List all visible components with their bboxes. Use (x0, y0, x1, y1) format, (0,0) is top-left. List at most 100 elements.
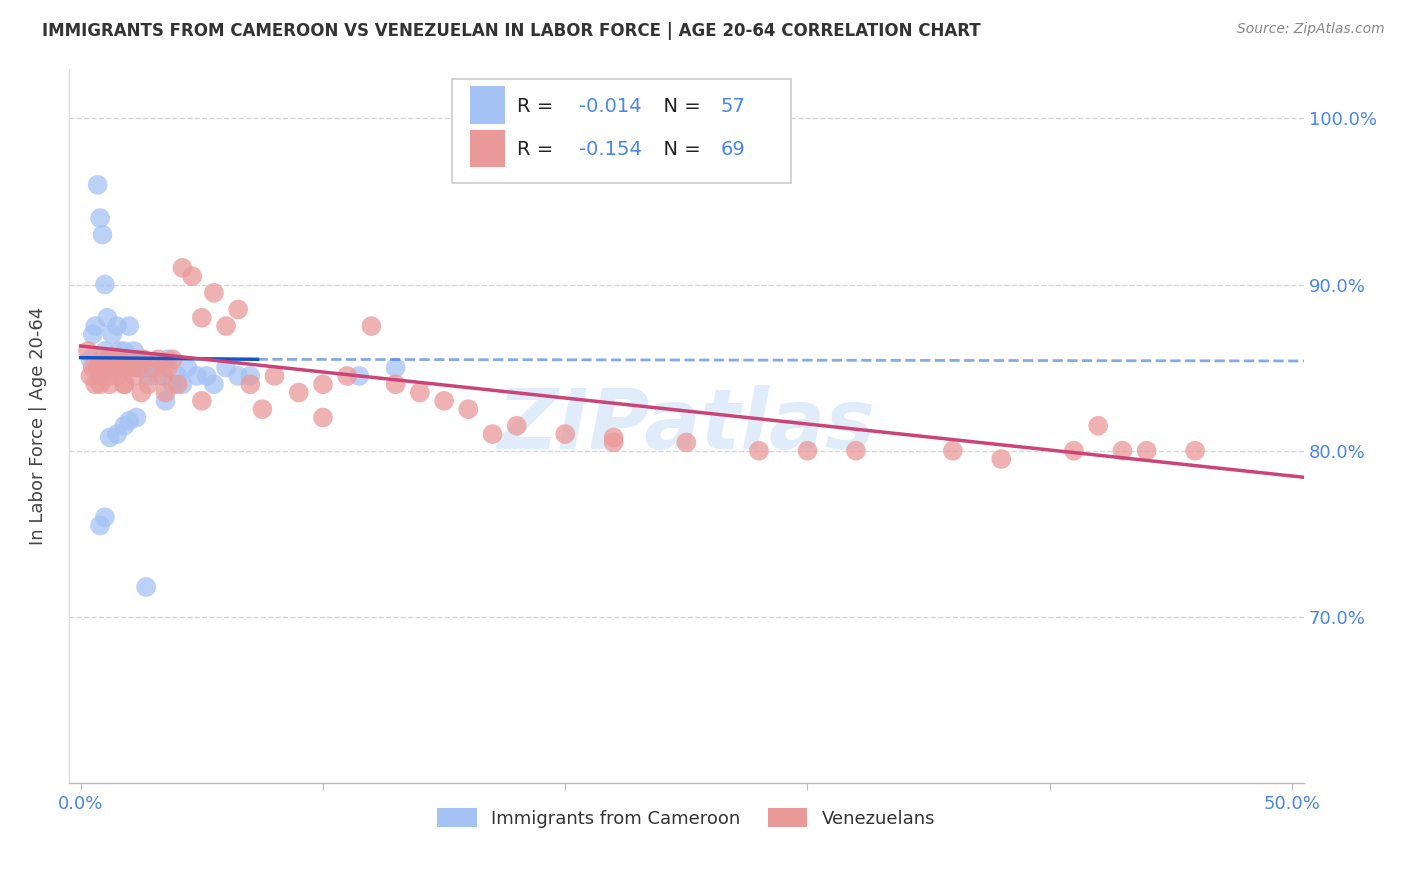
Point (105, 360, 128, 375)
FancyBboxPatch shape (470, 130, 505, 167)
Point (349, 368, 371, 383)
Point (138, 377, 160, 392)
Point (115, 352, 138, 367)
Point (1087, 418, 1109, 433)
Point (121, 352, 143, 367)
Point (195, 368, 218, 383)
Point (86, 360, 108, 375)
Point (990, 452, 1012, 467)
Point (554, 427, 576, 442)
Point (172, 377, 194, 392)
Point (82, 360, 104, 375)
Point (132, 352, 155, 367)
Point (101, 327, 124, 342)
Point (94, 277, 117, 292)
Point (152, 360, 174, 375)
Point (675, 435, 697, 450)
Point (118, 319, 141, 334)
Point (98, 430, 121, 444)
Point (181, 269, 204, 284)
Point (125, 352, 148, 367)
Point (122, 368, 145, 383)
Point (1136, 443, 1159, 458)
Point (86, 178, 108, 192)
Point (176, 360, 198, 375)
Point (128, 360, 150, 375)
Point (138, 368, 160, 383)
Point (156, 360, 179, 375)
Point (457, 402, 479, 417)
Point (215, 360, 238, 375)
Point (148, 368, 170, 383)
Text: -0.154: -0.154 (579, 140, 641, 160)
Point (186, 368, 208, 383)
Text: N =: N = (651, 140, 706, 160)
Point (156, 352, 179, 367)
Point (202, 285, 225, 300)
FancyBboxPatch shape (451, 79, 792, 183)
Point (148, 352, 170, 367)
Point (105, 368, 128, 383)
Point (79, 352, 101, 367)
Point (111, 352, 134, 367)
Point (89, 368, 111, 383)
Point (132, 360, 155, 375)
Text: R =: R = (517, 140, 560, 160)
Point (191, 310, 214, 325)
Point (215, 319, 238, 334)
Point (263, 368, 285, 383)
Point (96, 310, 118, 325)
Point (94, 510, 117, 524)
Point (191, 393, 214, 408)
Point (312, 377, 335, 392)
Point (360, 319, 382, 334)
Point (101, 352, 124, 367)
Point (79, 368, 101, 383)
Point (202, 377, 225, 392)
Point (226, 368, 249, 383)
Point (108, 344, 131, 359)
Point (135, 580, 157, 594)
Text: IMMIGRANTS FROM CAMEROON VS VENEZUELAN IN LABOR FORCE | AGE 20-64 CORRELATION CH: IMMIGRANTS FROM CAMEROON VS VENEZUELAN I… (42, 22, 981, 40)
Point (96, 352, 118, 367)
Point (128, 360, 150, 375)
Text: 69: 69 (721, 140, 745, 160)
Point (152, 368, 174, 383)
Point (172, 260, 194, 275)
Point (98, 377, 121, 392)
Point (1184, 443, 1206, 458)
Point (91, 352, 114, 367)
Point (84, 377, 107, 392)
Text: ZIPatlas: ZIPatlas (498, 385, 876, 467)
Point (602, 430, 624, 444)
Point (82, 327, 104, 342)
Point (105, 427, 128, 442)
Point (77, 344, 100, 359)
Point (748, 443, 770, 458)
Legend: Immigrants from Cameroon, Venezuelans: Immigrants from Cameroon, Venezuelans (430, 800, 942, 835)
Point (155, 393, 177, 408)
Point (122, 344, 145, 359)
Point (312, 410, 335, 425)
Point (602, 435, 624, 450)
Point (118, 360, 141, 375)
Point (226, 302, 249, 317)
Point (433, 393, 456, 408)
Point (942, 443, 965, 458)
Point (89, 518, 111, 533)
Point (91, 227, 114, 242)
Text: 57: 57 (721, 97, 745, 116)
Point (845, 443, 868, 458)
Y-axis label: In Labor Force | Age 20-64: In Labor Force | Age 20-64 (30, 307, 46, 545)
Point (98, 360, 121, 375)
Point (105, 319, 128, 334)
Point (155, 385, 177, 400)
Point (89, 377, 111, 392)
Point (239, 377, 262, 392)
Point (384, 360, 406, 375)
Point (112, 344, 135, 359)
Text: -0.014: -0.014 (579, 97, 641, 116)
Point (796, 443, 818, 458)
FancyBboxPatch shape (470, 87, 505, 123)
Point (162, 352, 184, 367)
